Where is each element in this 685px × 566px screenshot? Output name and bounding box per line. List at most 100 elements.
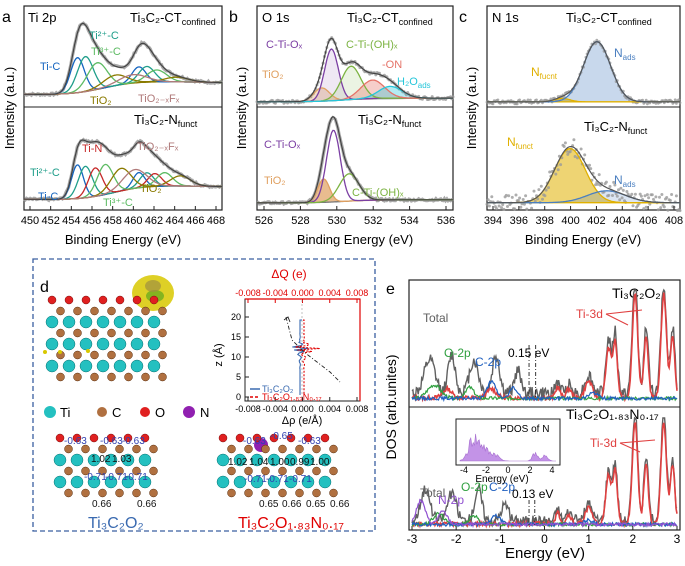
- c-atom: [90, 328, 99, 338]
- raw-data-point: [495, 207, 499, 211]
- raw-data-point: [642, 207, 646, 211]
- ti-atom: [301, 453, 315, 467]
- inset-curve: [459, 433, 556, 462]
- o-atom: [218, 433, 228, 443]
- c-atom: [158, 372, 167, 382]
- c-atom: [141, 350, 150, 360]
- envelope-line: [487, 146, 680, 204]
- c-atom: [73, 328, 82, 338]
- c-atom: [278, 466, 287, 476]
- c-atom: [278, 488, 287, 498]
- b-top-label-ctiox: C-Ti-Oₓ: [266, 39, 303, 51]
- raw-data-point: [615, 194, 619, 198]
- raw-data-point: [529, 98, 532, 102]
- raw-data-point: [556, 168, 560, 172]
- c-atom: [107, 328, 116, 338]
- b-bot-label-tio2: TiO₂: [264, 175, 286, 187]
- right-charge-bottom-1: 0.65: [259, 499, 279, 510]
- right-charge-top-1: -0.63: [243, 436, 266, 447]
- raw-data-point: [654, 195, 658, 199]
- x-tick-label: 406: [639, 215, 657, 227]
- c-atom: [158, 350, 167, 360]
- ti-atom: [62, 337, 76, 351]
- ti-atom: [284, 453, 298, 467]
- ti-atom: [130, 359, 144, 373]
- panel-a: a Ti 2p Ti₃C₂-CTconfined Ti₃C₂-Nfunct Ti…: [2, 5, 225, 247]
- raw-data-point: [541, 197, 544, 201]
- o-atom: [269, 433, 279, 443]
- x-tick-label: 396: [510, 215, 528, 227]
- c-atom: [124, 372, 133, 382]
- raw-data-point: [645, 193, 649, 197]
- left-charge-low-3: -0.71: [125, 472, 148, 483]
- ti-atom: [53, 475, 67, 489]
- panel-a-xticks: 450 452 454 456 458 460 462 464 466 468: [21, 206, 225, 227]
- c-atom: [73, 350, 82, 360]
- e-ylabel: DOS (arb.unites): [383, 354, 399, 459]
- c-atom: [261, 444, 270, 454]
- ti-atom: [70, 475, 84, 489]
- raw-data-point: [650, 193, 654, 197]
- component-fill-nfunct: [487, 148, 680, 203]
- x-tick-label: 400: [561, 215, 579, 227]
- raw-data-point: [566, 152, 570, 156]
- raw-data-point: [521, 198, 525, 201]
- c-atom: [295, 488, 304, 498]
- raw-data-point: [526, 98, 530, 102]
- raw-data-point: [674, 194, 678, 198]
- panel-c-top-title: Ti₃C₂-CTconfined: [566, 10, 652, 27]
- raw-data-point: [594, 183, 598, 187]
- panel-b-ylabel: Intensity (a.u.): [234, 67, 249, 149]
- c-atom-legend-icon: [97, 407, 107, 417]
- x-tick-label: 3: [674, 532, 681, 546]
- e-top-label-total: Total: [423, 311, 448, 325]
- x-tick-label: 458: [103, 215, 121, 227]
- ti-atom: [216, 475, 230, 489]
- raw-data-point: [504, 193, 508, 197]
- ti-atom: [121, 475, 135, 489]
- panel-b-frame: [256, 5, 454, 211]
- ti-atom: [79, 359, 93, 373]
- charge-dot: [58, 350, 62, 354]
- c-atom: [149, 488, 158, 498]
- left-charge-top-1: -0.63: [64, 436, 87, 447]
- raw-data-point: [536, 197, 540, 201]
- drho-axis-label: Δρ (e/Å): [282, 414, 323, 427]
- a-bot-label-tiof: TiO₂₋ₓFₓ: [137, 141, 179, 153]
- raw-data-point: [644, 205, 648, 209]
- z-tick-label: 0: [236, 392, 241, 402]
- raw-data-point: [656, 208, 660, 212]
- raw-data-point: [430, 95, 434, 99]
- panel-b-core-label: O 1s: [262, 10, 290, 25]
- x-tick-label: 462: [145, 215, 163, 227]
- panel-c-xticks: 394 396 398 400 402 404 406 408: [484, 206, 683, 227]
- c-atom: [98, 488, 107, 498]
- panel-a-top-plot: [23, 21, 223, 98]
- dos-line-n2p: [411, 498, 678, 529]
- o-atom: [89, 433, 99, 443]
- panel-b-bottom-plot: [256, 115, 454, 207]
- raw-data-point: [675, 102, 678, 105]
- c-atom: [141, 306, 150, 316]
- panel-c-bottom-plot: [485, 138, 682, 213]
- c-atom: [56, 306, 65, 316]
- c-atom: [158, 306, 167, 316]
- e-bot-label-n2p: N-2p: [438, 493, 464, 507]
- raw-data-point: [533, 199, 537, 203]
- raw-data-point: [641, 98, 644, 102]
- slab-structure-top: [43, 275, 174, 382]
- a-bot-label-tio2: TiO₂: [140, 183, 162, 195]
- raw-data-point: [620, 196, 624, 200]
- raw-data-point: [668, 199, 672, 202]
- c-atom: [107, 350, 116, 360]
- pdos-inset: PDOS of N -4 -2 0 2 4 Energy (eV): [455, 418, 561, 485]
- dq-tick-label: -0.004: [262, 288, 288, 298]
- raw-data-point: [515, 102, 519, 106]
- raw-data-point: [633, 192, 637, 196]
- right-charge-mid-2: 1.04: [249, 457, 269, 468]
- e-top-label-o2p: O-2p: [444, 346, 471, 360]
- o-atom-legend-icon: [140, 407, 150, 417]
- raw-data-point: [522, 202, 526, 206]
- ti-atom: [62, 315, 76, 329]
- profile-legend-b: Ti₃C₂O₁.₈₃N₀.₁₇: [262, 392, 322, 402]
